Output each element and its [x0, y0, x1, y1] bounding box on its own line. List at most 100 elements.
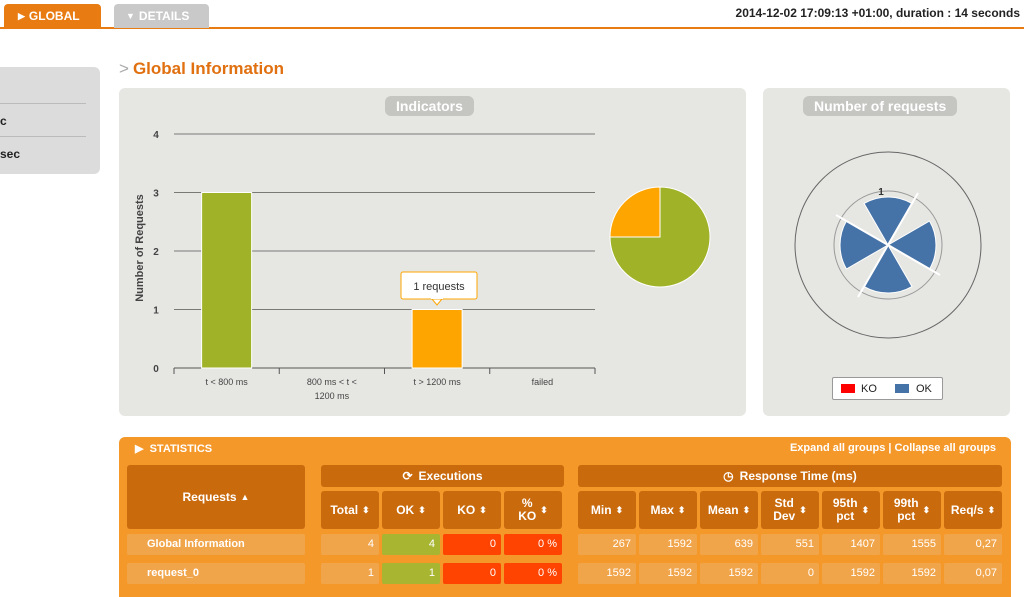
column-header-label: 99th pct — [893, 496, 919, 523]
sort-icon: ⬍ — [615, 504, 624, 515]
y-tick-label: 0 — [153, 364, 159, 375]
refresh-icon: ⟳ — [402, 468, 413, 483]
column-header--ko[interactable]: % KO ⬍ — [504, 491, 562, 529]
table-cell: 0 — [443, 563, 501, 584]
page-title-text: Global Information — [132, 59, 285, 78]
sidebar-menu: c sec — [0, 67, 100, 174]
run-info: 2014-12-02 17:09:13 +01:00, duration : 1… — [735, 6, 1020, 20]
sort-icon: ⬍ — [418, 504, 426, 515]
expand-all-link[interactable]: Expand all groups — [789, 442, 886, 454]
indicators-title: Indicators — [385, 96, 474, 116]
column-header-ok[interactable]: OK ⬍ — [382, 491, 440, 529]
table-cell: 4 — [382, 534, 440, 555]
tab-global-label: GLOBAL — [28, 9, 80, 23]
link-separator: | — [888, 442, 892, 454]
requests-header-label: Requests — [182, 489, 237, 504]
group-links: Expand all groups | Collapse all groups — [790, 442, 996, 454]
table-cell: 4 — [321, 534, 379, 555]
column-header-label: Total — [330, 502, 359, 517]
column-header-label: Std Dev — [773, 496, 796, 523]
requests-title: Number of requests — [803, 96, 958, 116]
y-tick-label: 2 — [153, 247, 159, 258]
y-tick-label: 3 — [153, 189, 159, 200]
polar-spoke — [857, 244, 889, 298]
sort-icon: ⬍ — [362, 504, 370, 515]
y-tick-label: 4 — [153, 130, 159, 141]
sort-icon: ⬍ — [987, 504, 996, 515]
bar[interactable] — [411, 309, 463, 369]
triangle-down-icon: ▼ — [126, 11, 135, 21]
column-header-label: 95th pct — [832, 496, 858, 523]
page-title: > Global Information — [119, 59, 284, 79]
table-cell: 1 — [321, 563, 379, 584]
x-tick-label: t < 800 ms — [205, 377, 248, 387]
legend-ok-label[interactable]: OK — [916, 383, 932, 395]
table-cell: 0 — [443, 534, 501, 555]
table-cell: 1 — [382, 563, 440, 584]
indicators-panel: Indicators 0 1 2 3 4 Number of Requests t < … — [119, 88, 746, 416]
legend-ko-label[interactable]: KO — [861, 383, 877, 395]
table-cell: 267 — [578, 534, 636, 555]
response-header-label: Response Time (ms) — [739, 468, 857, 483]
sidebar-item-sec[interactable]: sec — [0, 147, 21, 161]
statistics-title[interactable]: ▶ STATISTICS — [135, 442, 212, 455]
sidebar-divider — [0, 103, 86, 104]
sort-icon: ⬍ — [799, 504, 807, 515]
column-header-label: KO — [457, 502, 476, 517]
table-cell: 0,27 — [944, 534, 1002, 555]
polar-spoke — [887, 192, 919, 246]
column-header-label: Min — [590, 502, 612, 517]
y-tick-label: 1 — [153, 306, 159, 317]
polar-spoke — [835, 214, 889, 246]
column-header-ko[interactable]: KO ⬍ — [443, 491, 501, 529]
sort-asc-icon: ▲ — [240, 491, 250, 502]
column-header-label: Mean — [707, 502, 739, 517]
polar-outer-ring — [794, 151, 982, 339]
table-cell: 1592 — [578, 563, 636, 584]
requests-column-header[interactable]: Requests ▲ — [127, 465, 305, 529]
tab-details[interactable]: ▼ DETAILS — [114, 4, 209, 28]
column-header-99th-pct[interactable]: 99th pct ⬍ — [883, 491, 941, 529]
table-cell: 1555 — [883, 534, 941, 555]
sidebar-item-c[interactable]: c — [0, 114, 7, 128]
column-header-label: Req/s — [950, 502, 984, 517]
x-tick-label: failed — [532, 377, 554, 387]
column-header-95th-pct[interactable]: 95th pct ⬍ — [822, 491, 880, 529]
row-name: Global Information — [127, 534, 305, 555]
column-header-mean[interactable]: Mean ⬍ — [700, 491, 758, 529]
table-cell: 0 % — [504, 534, 562, 555]
bar[interactable] — [201, 192, 253, 369]
column-header-min[interactable]: Min ⬍ — [578, 491, 636, 529]
pie-slice[interactable] — [609, 186, 661, 238]
column-header-req-s[interactable]: Req/s ⬍ — [944, 491, 1002, 529]
table-cell: 1592 — [883, 563, 941, 584]
legend-ok-swatch — [895, 384, 909, 393]
table-cell: 1592 — [639, 563, 697, 584]
requests-legend: KO OK — [832, 377, 943, 400]
clock-icon: ◷ — [723, 468, 734, 483]
row-name[interactable]: request_0 — [127, 563, 305, 584]
statistics-header: ▶ STATISTICS Expand all groups | Collaps… — [119, 437, 1011, 459]
table-cell: 1407 — [822, 534, 880, 555]
x-tick-label: 800 ms < t <1200 ms — [307, 377, 357, 401]
column-header-total[interactable]: Total ⬍ — [321, 491, 379, 529]
legend-ko-swatch — [841, 384, 855, 393]
column-header-label: % KO — [518, 496, 537, 523]
tooltip-text: 1 requests — [413, 281, 465, 293]
pie-slice[interactable] — [609, 186, 711, 288]
table-cell: 0 % — [504, 563, 562, 584]
requests-polar-chart: 1 — [794, 151, 982, 339]
sort-icon: ⬍ — [861, 504, 870, 515]
column-header-max[interactable]: Max ⬍ — [639, 491, 697, 529]
response-time-group-header: ◷ Response Time (ms) — [578, 465, 1002, 487]
y-axis-label: Number of Requests — [134, 194, 146, 302]
table-cell: 1592 — [700, 563, 758, 584]
indicators-chart: 0 1 2 3 4 Number of Requests t < 800 ms 800 m… — [134, 130, 711, 401]
triangle-right-icon: ▶ — [18, 10, 25, 21]
tab-details-label: DETAILS — [138, 9, 190, 23]
tab-global[interactable]: ▶ GLOBAL — [4, 4, 101, 28]
column-header-std-dev[interactable]: Std Dev ⬍ — [761, 491, 819, 529]
table-cell: 1592 — [822, 563, 880, 584]
table-cell: 639 — [700, 534, 758, 555]
collapse-all-link[interactable]: Collapse all groups — [894, 442, 996, 454]
